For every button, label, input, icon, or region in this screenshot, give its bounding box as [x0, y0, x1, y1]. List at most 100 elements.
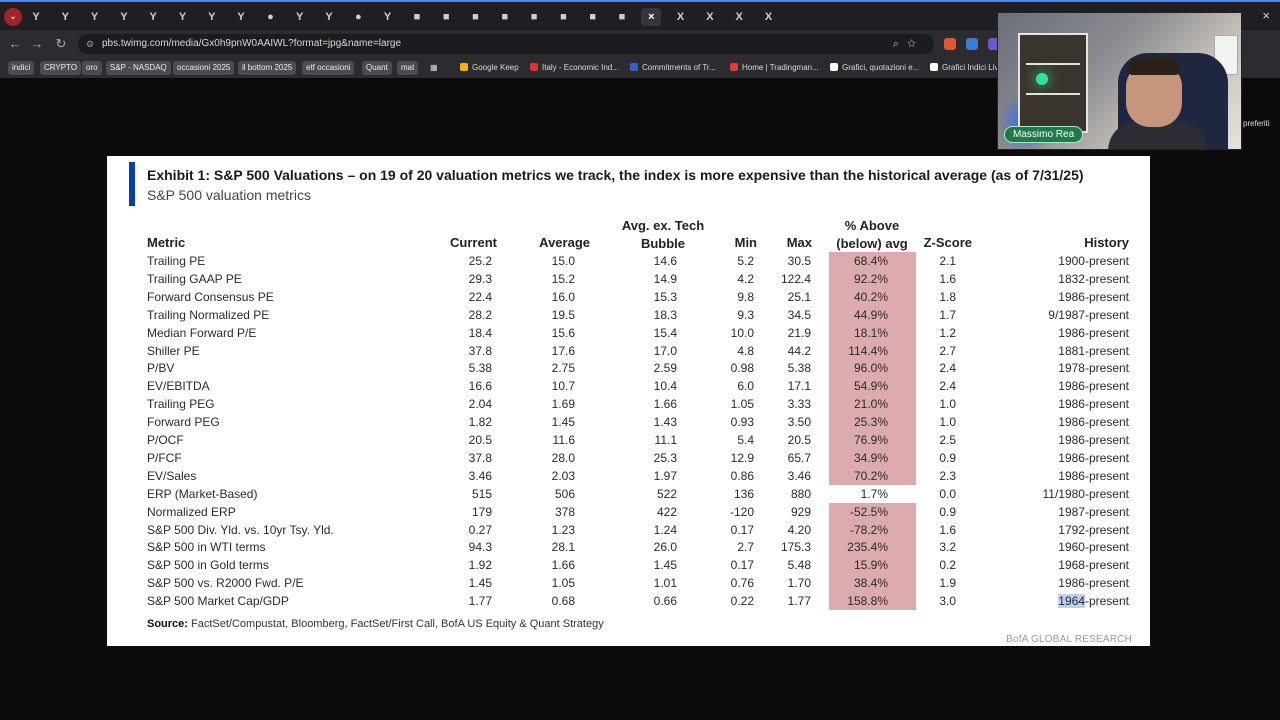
browser-tab[interactable]: ■: [501, 11, 509, 23]
pct-highlight-cell: [829, 574, 916, 593]
row-max: 5.48: [787, 558, 811, 573]
table-row: Forward Consensus PE 22.4 16.0 15.3 9.8 25.1 4…: [107, 288, 1150, 306]
browser-tab[interactable]: ■: [530, 11, 538, 23]
browser-tab[interactable]: X: [706, 11, 714, 23]
favicon-icon: [830, 63, 838, 71]
bookmark-folder[interactable]: Quant: [362, 61, 392, 75]
apps-grid-icon[interactable]: ▦: [430, 63, 438, 72]
row-history: 1987-present: [1058, 504, 1129, 519]
url-text: pbs.twimg.com/media/Gx0h9pnW0AAIWL?forma…: [102, 38, 402, 49]
row-max: 175.3: [780, 540, 811, 555]
col-header-current: Current: [450, 235, 497, 250]
row-max: 25.1: [787, 289, 811, 304]
table-row: Median Forward P/E 18.4 15.6 15.4 10.0 21.9 18…: [107, 324, 1150, 342]
browser-tab[interactable]: Y: [383, 11, 392, 23]
back-icon[interactable]: ←: [8, 36, 22, 51]
bookmark-folder[interactable]: oro: [82, 61, 102, 75]
row-pct-above: 18.1%: [853, 325, 888, 340]
exhibit-title: Exhibit 1: S&P 500 Valuations – on 19 of…: [147, 167, 1084, 183]
row-metric: Normalized ERP: [147, 504, 236, 519]
address-bar[interactable]: ⚙ pbs.twimg.com/media/Gx0h9pnW0AAIWL?for…: [78, 34, 934, 54]
table-row: ERP (Market-Based) 515 506 522 136 880 1.7% 0.0…: [107, 485, 1150, 503]
row-avg-ex-tech: 1.97: [653, 468, 677, 483]
row-pct-above: 40.2%: [853, 289, 888, 304]
row-avg-ex-tech: 17.0: [653, 343, 677, 358]
row-history: 11/1980-present: [1042, 486, 1129, 501]
row-pct-above: -52.5%: [849, 504, 888, 519]
pct-highlight-cell: [829, 269, 916, 288]
row-average: 19.5: [551, 307, 575, 322]
site-info-icon[interactable]: ⚙: [86, 39, 95, 49]
browser-tab[interactable]: ●: [354, 11, 362, 23]
row-current: 1.92: [468, 558, 492, 573]
browser-tab[interactable]: Y: [296, 11, 304, 23]
row-history: 1968-present: [1058, 558, 1129, 573]
extension-icon[interactable]: [966, 38, 978, 50]
table-row: Shiller PE 37.8 17.6 17.0 4.8 44.2 114.4% 2.7 18…: [107, 342, 1150, 360]
exhibit-brand: BofA GLOBAL RESEARCH: [1006, 634, 1132, 645]
row-history: 1964-present: [1058, 594, 1129, 609]
bookmark-link[interactable]: Commitments of Tr...: [626, 61, 720, 75]
browser-tab[interactable]: Y: [149, 11, 157, 23]
row-min: 0.17: [730, 558, 754, 573]
row-min: 5.4: [737, 433, 754, 447]
browser-tab[interactable]: ■: [442, 11, 450, 23]
browser-tab[interactable]: ●: [267, 11, 274, 23]
row-zscore: 0.2: [939, 558, 956, 573]
bookmark-folder[interactable]: il bottom 2025: [238, 61, 297, 75]
browser-tab[interactable]: X: [676, 11, 685, 23]
row-metric: Trailing Normalized PE: [147, 307, 270, 322]
row-zscore: 1.0: [939, 415, 956, 430]
row-metric: Median Forward P/E: [147, 325, 257, 340]
bookmark-link[interactable]: Italy - Economic Ind...: [526, 61, 623, 75]
row-zscore: 1.2: [939, 325, 956, 340]
bookmarks-right-label[interactable]: preferiti: [1243, 119, 1270, 128]
browser-tab[interactable]: Y: [120, 11, 128, 23]
row-min: 0.17: [730, 522, 754, 537]
row-average: 17.6: [551, 343, 575, 358]
bookmark-link[interactable]: Grafici Indici Live: [926, 61, 1007, 75]
browser-tab[interactable]: Y: [61, 11, 69, 23]
row-min: 0.86: [730, 468, 754, 483]
pct-highlight-cell: [829, 323, 916, 342]
forward-icon[interactable]: →: [30, 36, 44, 51]
reload-icon[interactable]: ↻: [55, 36, 67, 51]
row-zscore: 1.0: [939, 397, 956, 412]
bookmark-link[interactable]: Grafici, quotazioni e...: [826, 61, 923, 75]
row-zscore: 2.4: [939, 361, 956, 376]
bookmark-folder[interactable]: CRYPTO: [40, 61, 82, 75]
bookmark-folder[interactable]: S&P - NASDAQ: [106, 61, 171, 75]
row-metric: S&P 500 Div. Yld. vs. 10yr Tsy. Yld.: [147, 522, 334, 537]
zoom-icon[interactable]: ⌕: [892, 38, 908, 50]
browser-tab[interactable]: ×: [641, 8, 662, 26]
tab-search-button[interactable]: ⌄: [4, 8, 22, 26]
browser-tab[interactable]: X: [735, 11, 743, 23]
browser-tab[interactable]: X: [764, 11, 773, 23]
browser-tab[interactable]: Y: [208, 11, 216, 23]
browser-tab[interactable]: Y: [178, 11, 187, 23]
browser-tab[interactable]: ■: [472, 11, 479, 23]
browser-tab[interactable]: Y: [325, 11, 333, 23]
bookmark-link[interactable]: Google Keep: [456, 61, 523, 75]
row-current: 0.27: [468, 522, 492, 537]
browser-tab[interactable]: Y: [237, 11, 245, 23]
bookmark-folder[interactable]: mat: [397, 61, 419, 75]
row-min: 9.3: [737, 307, 754, 322]
row-max: 65.7: [787, 450, 811, 465]
browser-tab[interactable]: ■: [589, 11, 597, 23]
bookmark-folder[interactable]: indici: [8, 61, 35, 75]
bookmark-link[interactable]: Home | Tradingman...: [726, 61, 823, 75]
row-average: 28.0: [551, 450, 575, 465]
browser-tab[interactable]: ■: [618, 11, 626, 23]
browser-tab[interactable]: Y: [32, 11, 40, 23]
bookmark-star-icon[interactable]: ☆: [907, 38, 924, 50]
browser-tab[interactable]: ■: [560, 11, 567, 23]
bookmark-folder[interactable]: etf occasioni: [302, 61, 355, 75]
bookmark-folder[interactable]: occasioni 2025: [173, 61, 235, 75]
extension-icon[interactable]: [944, 38, 956, 50]
browser-tab[interactable]: ■: [413, 11, 421, 23]
browser-tab[interactable]: Y: [90, 11, 99, 23]
row-pct-above: 158.8%: [847, 594, 888, 609]
row-pct-above: 70.2%: [853, 468, 888, 483]
window-close-button[interactable]: ×: [1262, 8, 1270, 23]
